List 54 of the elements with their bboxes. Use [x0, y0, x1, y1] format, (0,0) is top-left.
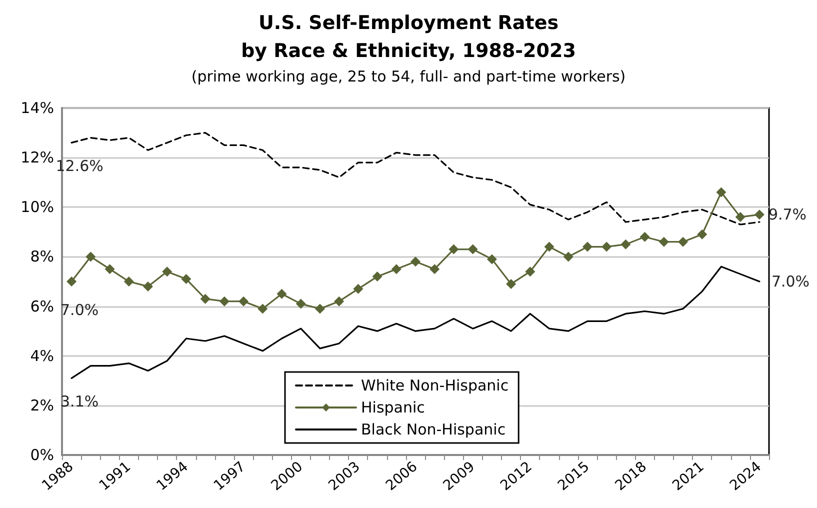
- y-tick-label: 10%: [20, 198, 54, 216]
- chart-subtitle: (prime working age, 25 to 54, full- and part-time workers): [191, 68, 626, 86]
- point: [640, 232, 650, 242]
- point: [410, 256, 420, 267]
- point: [658, 236, 669, 247]
- point: [219, 296, 230, 306]
- point: [430, 264, 440, 274]
- legend-label: Black Non-Hispanic: [361, 420, 506, 438]
- point: [582, 242, 592, 252]
- point: [353, 284, 364, 294]
- point: [86, 252, 96, 262]
- point: [372, 272, 382, 282]
- point: [678, 236, 688, 247]
- y-tick-label: 14%: [20, 99, 54, 117]
- legend-label: Hispanic: [361, 398, 425, 416]
- point: [563, 252, 574, 262]
- chart-title: U.S. Self-Employment Rates by Race & Ethnicity, 1988-2023: [241, 12, 576, 62]
- y-tick-label: 2%: [30, 396, 54, 414]
- point: [162, 266, 172, 277]
- point: [124, 276, 134, 286]
- y-tick-label: 12%: [20, 148, 54, 167]
- data-label: 12.6%: [56, 157, 104, 176]
- point: [296, 298, 306, 309]
- point: [391, 264, 402, 274]
- point: [620, 239, 631, 250]
- legend-label: White Non-Hispanic: [361, 376, 509, 394]
- point: [602, 242, 612, 252]
- point: [468, 244, 478, 254]
- y-tick-label: 0%: [30, 446, 54, 464]
- point: [735, 212, 746, 222]
- data-label: 7.0%: [60, 301, 99, 319]
- point: [506, 278, 516, 289]
- point: [181, 274, 192, 284]
- y-tick-label: 6%: [30, 297, 54, 316]
- point: [104, 264, 115, 274]
- point: [258, 304, 268, 314]
- point: [200, 294, 210, 304]
- point: [238, 296, 249, 306]
- point: [697, 229, 708, 240]
- y-tick-label: 4%: [30, 346, 54, 365]
- point: [716, 187, 726, 198]
- point: [276, 288, 287, 299]
- data-label: 3.1%: [60, 392, 99, 411]
- point: [448, 244, 459, 254]
- point: [544, 242, 554, 252]
- point: [486, 254, 497, 264]
- point: [314, 304, 325, 314]
- point: [142, 281, 153, 292]
- point: [334, 296, 344, 306]
- y-tick-label: 8%: [30, 248, 54, 266]
- point: [66, 276, 77, 286]
- data-label: 7.0%: [771, 272, 810, 290]
- point: [754, 210, 764, 220]
- point: [525, 266, 536, 277]
